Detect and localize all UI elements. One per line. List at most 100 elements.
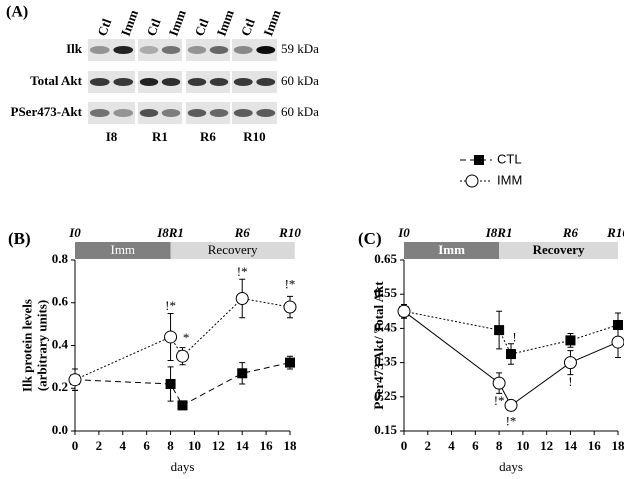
marker <box>474 155 484 165</box>
marker <box>611 335 624 349</box>
blot-band <box>256 109 276 117</box>
significance-mark: !* <box>506 413 517 428</box>
blot-band <box>161 46 181 54</box>
blot-band <box>187 78 207 86</box>
y-tick-label: 0.35 <box>374 354 397 369</box>
marker <box>494 325 505 336</box>
blot-band <box>209 109 229 117</box>
phase-label: Recovery <box>533 242 585 257</box>
x-tick-label: 12 <box>212 438 225 453</box>
marker <box>504 398 518 412</box>
protein-label: PSer473-Akt <box>11 104 83 119</box>
marker <box>285 357 295 368</box>
blot-background <box>186 39 230 61</box>
blot-band <box>139 109 159 117</box>
blot-band <box>139 46 159 54</box>
y-tick-label: 0.25 <box>374 388 397 403</box>
x-tick-label: 10 <box>188 438 201 453</box>
x-tick-label: 10 <box>516 438 529 453</box>
x-tick-label: 4 <box>120 438 127 453</box>
y-tick-label: 0.2 <box>52 379 68 394</box>
phase-label: Recovery <box>208 242 258 257</box>
lane-label: Ctl <box>144 16 164 38</box>
series-line <box>74 297 291 381</box>
marker <box>237 368 248 379</box>
significance-mark: !* <box>285 277 296 292</box>
blot-background <box>138 102 182 124</box>
blot-background <box>232 39 277 61</box>
marker <box>465 174 479 188</box>
blot-band <box>209 78 229 86</box>
y-tick-label: 0.45 <box>374 319 397 334</box>
y-tick-label: 0.0 <box>52 422 68 437</box>
blot-band <box>187 46 207 54</box>
blot-band <box>89 109 110 117</box>
timeline-label: I0 <box>68 225 81 240</box>
phase-bar <box>499 242 618 259</box>
significance-mark: ! <box>512 330 516 345</box>
x-tick-label: 8 <box>496 438 503 453</box>
x-axis-label: days <box>171 459 195 474</box>
y-axis-label: PSer473 Akt/ Total Akt <box>371 281 386 410</box>
blot-background <box>88 39 135 61</box>
phase-label: Imm <box>110 242 135 257</box>
y-tick-label: 0.65 <box>374 251 397 266</box>
marker <box>613 319 623 330</box>
lane-label: Ctl <box>238 16 258 38</box>
significance-mark: !* <box>237 264 248 279</box>
blot-band <box>187 109 207 117</box>
marker <box>283 300 297 314</box>
group-label: R6 <box>200 129 216 144</box>
blot-band <box>161 78 181 86</box>
blot-background <box>138 39 182 61</box>
x-tick-label: 18 <box>284 438 298 453</box>
panel-label: (C) <box>358 229 382 248</box>
legend-label: CTL <box>497 151 522 166</box>
timeline-label: R10 <box>278 225 301 240</box>
x-tick-label: 6 <box>143 438 150 453</box>
series-line <box>403 310 619 355</box>
lane-label: Ctl <box>192 16 212 38</box>
marker <box>397 304 411 318</box>
lane-label: Imm <box>214 8 237 38</box>
blot-band <box>89 78 110 86</box>
x-tick-label: 16 <box>588 438 602 453</box>
x-tick-label: 14 <box>564 438 578 453</box>
lane-label: Ctl <box>94 16 114 38</box>
x-axis-label: days <box>499 459 523 474</box>
y-tick-label: 0.8 <box>52 251 69 266</box>
blot-background <box>88 71 135 93</box>
y-tick-label: 0.6 <box>52 294 69 309</box>
significance-mark: !* <box>494 393 505 408</box>
phase-bar <box>75 242 171 259</box>
timeline-label: I8R1 <box>485 225 513 240</box>
marker <box>176 349 189 363</box>
marker <box>492 376 506 390</box>
blot-band <box>113 46 134 54</box>
y-axis-label: (arbitrary units) <box>34 300 49 391</box>
x-tick-label: 0 <box>72 438 79 453</box>
timeline-label: R10 <box>606 225 624 240</box>
timeline-label: R6 <box>562 225 579 240</box>
y-tick-label: 0.4 <box>52 336 69 351</box>
blot-background <box>186 71 230 93</box>
x-tick-label: 12 <box>540 438 553 453</box>
timeline-label: I8R1 <box>156 225 184 240</box>
x-tick-label: 18 <box>612 438 624 453</box>
significance-mark: * <box>183 330 190 345</box>
significance-mark: !* <box>165 298 176 313</box>
group-label: R10 <box>243 129 265 144</box>
blot-band <box>209 46 229 54</box>
timeline-label: I0 <box>397 225 410 240</box>
timeline-label: R6 <box>234 225 251 240</box>
marker <box>177 400 188 411</box>
blot-band <box>113 109 134 117</box>
size-label: 60 kDa <box>281 73 319 88</box>
lane-label: Imm <box>118 8 141 38</box>
y-axis-label: Ilk protein levels <box>19 299 34 392</box>
marker <box>164 330 178 344</box>
group-label: R1 <box>152 129 168 144</box>
blot-band <box>233 109 253 117</box>
x-tick-label: 6 <box>472 438 479 453</box>
blot-band <box>89 46 110 54</box>
